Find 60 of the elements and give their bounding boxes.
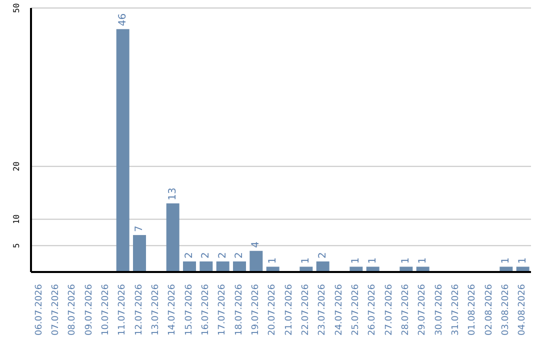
bar — [233, 261, 246, 272]
x-tick-label: 24.07.2026 — [334, 284, 344, 336]
bar — [166, 203, 180, 272]
bar — [133, 235, 146, 272]
data-label: 1 — [350, 257, 362, 264]
data-label: 4 — [250, 242, 262, 248]
x-tick-label: 29.07.2026 — [418, 284, 428, 336]
x-tick-label: 06.07.2026 — [34, 284, 44, 336]
x-tick-label: 08.07.2026 — [68, 284, 78, 336]
data-label: 1 — [500, 257, 512, 264]
bar — [200, 261, 213, 272]
bar — [183, 261, 196, 272]
x-tick-label: 28.07.2026 — [401, 284, 411, 336]
bar — [250, 250, 263, 272]
data-label: 7 — [134, 226, 145, 232]
x-tick-label: 09.07.2026 — [84, 284, 94, 336]
x-tick-label: 25.07.2026 — [351, 284, 361, 336]
x-tick-label: 03.08.2026 — [501, 284, 511, 336]
data-label: 1 — [417, 257, 428, 264]
y-tick-label: 5 — [12, 243, 21, 248]
data-label: 1 — [400, 257, 412, 264]
x-tick-label: 10.07.2026 — [101, 284, 111, 336]
data-label: 1 — [300, 257, 312, 264]
y-tick-label: 10 — [12, 214, 21, 224]
x-tick-label: 19.07.2026 — [251, 284, 261, 336]
x-tick-label: 23.07.2026 — [318, 284, 328, 336]
data-label: 2 — [217, 252, 228, 258]
x-tick-label: 16.07.2026 — [201, 284, 211, 336]
x-tick-label: 18.07.2026 — [234, 284, 244, 336]
x-tick-label: 07.07.2026 — [51, 284, 61, 336]
data-label: 46 — [117, 13, 128, 26]
x-tick-label: 21.07.2026 — [284, 284, 294, 336]
x-tick-label: 20.07.2026 — [268, 284, 278, 336]
data-label: 2 — [234, 252, 245, 258]
x-tick-label: 17.07.2026 — [218, 284, 228, 336]
data-label: 2 — [317, 252, 328, 258]
x-tick-label: 27.07.2026 — [384, 284, 394, 336]
data-label: 2 — [200, 252, 212, 258]
data-label: 1 — [517, 257, 528, 264]
x-tick-label: 13.07.2026 — [151, 284, 161, 336]
x-tick-label: 04.08.2026 — [518, 284, 528, 336]
x-tick-label: 02.08.2026 — [484, 284, 494, 336]
data-label: 1 — [267, 257, 278, 264]
bar — [216, 261, 230, 272]
data-label: 1 — [367, 257, 378, 264]
x-tick-label: 26.07.2026 — [368, 284, 378, 336]
x-tick-label: 01.08.2026 — [468, 284, 478, 336]
x-tick-label: 30.07.2026 — [434, 284, 444, 336]
bar — [116, 29, 130, 272]
data-label: 2 — [184, 252, 195, 258]
x-tick-label: 12.07.2026 — [134, 284, 144, 336]
x-tick-label: 11.07.2026 — [118, 284, 128, 336]
data-label: 13 — [167, 188, 178, 200]
x-tick-label: 14.07.2026 — [168, 284, 178, 336]
x-tick-label: 15.07.2026 — [184, 284, 194, 336]
bar — [316, 261, 330, 272]
x-tick-label: 22.07.2026 — [301, 284, 311, 336]
y-tick-label: 50 — [12, 3, 21, 13]
y-tick-label: 20 — [12, 161, 21, 172]
x-tick-label: 31.07.2026 — [451, 284, 461, 336]
